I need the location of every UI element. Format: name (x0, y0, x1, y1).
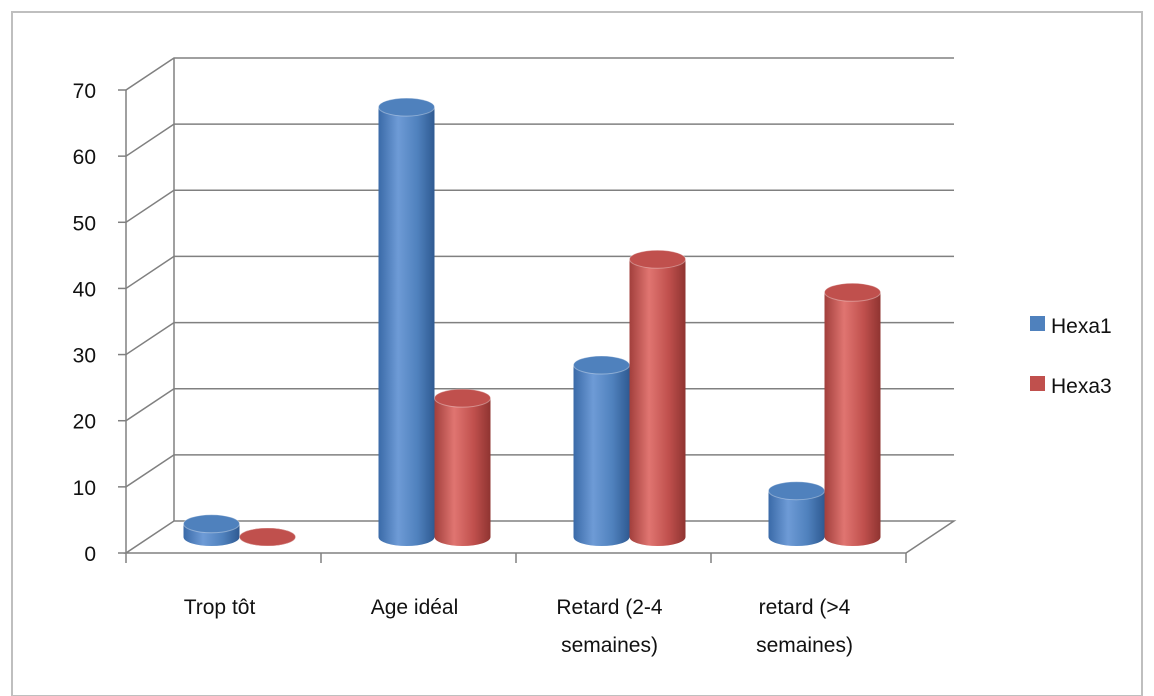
legend-label-hexa3: Hexa3 (1051, 375, 1112, 398)
legend-swatch-hexa3 (1030, 376, 1045, 391)
legend-label-hexa1: Hexa1 (1051, 315, 1112, 338)
bar-body (434, 398, 491, 546)
bar-top (824, 282, 881, 302)
bar-body (824, 292, 881, 546)
y-tick-label: 20 (73, 411, 96, 434)
gridline (125, 57, 954, 91)
gridline (125, 189, 954, 223)
bar-top (573, 355, 630, 375)
chart-border (11, 11, 1143, 696)
y-tick-label: 70 (73, 80, 96, 103)
x-category-label-3: semaines) (756, 634, 853, 657)
gridline (125, 123, 954, 157)
legend: Hexa1 Hexa3 (1030, 315, 1112, 398)
gridline (125, 255, 954, 290)
gridline (125, 454, 954, 488)
x-category-label-1: Age idéal (371, 596, 459, 619)
bar-top (629, 249, 686, 269)
bar-body (629, 259, 686, 546)
legend-swatch-hexa1 (1030, 316, 1045, 331)
bar-top (434, 388, 491, 408)
x-axis: Trop tôt Age idéal Retard (2-4 semaines) ret… (125, 553, 907, 657)
bar-hexa3-0 (239, 527, 296, 547)
gridline (125, 321, 954, 356)
y-tick-label: 30 (73, 345, 96, 368)
x-category-label-2: Retard (2-4 (556, 596, 663, 619)
chart-floor (123, 520, 957, 554)
bar-body (768, 490, 825, 546)
y-tick-label: 40 (73, 278, 96, 301)
x-category-label-2: semaines) (561, 634, 658, 657)
y-tick-label: 0 (84, 543, 96, 566)
y-tick-label: 60 (73, 146, 96, 169)
bar-hexa3-2 (629, 249, 686, 546)
bar-top (239, 527, 296, 547)
bar-body (378, 107, 435, 547)
bar-hexa1-2 (573, 355, 630, 546)
y-axis: 0 10 20 30 40 50 60 70 (73, 80, 126, 566)
y-tick-label: 10 (73, 477, 96, 500)
bar-top (183, 514, 240, 534)
bar-body (573, 365, 630, 546)
gridline (125, 387, 954, 422)
bar-hexa1-0 (183, 514, 240, 546)
x-category-label-0: Trop tôt (184, 596, 256, 619)
chart-walls (123, 58, 957, 554)
bar-hexa1-1 (378, 97, 435, 547)
bars (183, 97, 881, 547)
bar-hexa3-3 (824, 282, 881, 546)
bar-hexa1-3 (768, 481, 825, 546)
bar-top (768, 481, 825, 501)
bar-top (378, 97, 435, 117)
bar-hexa3-1 (434, 388, 491, 546)
y-tick-label: 50 (73, 212, 96, 235)
x-category-label-3: retard (>4 (759, 596, 851, 619)
gridlines (125, 57, 954, 488)
